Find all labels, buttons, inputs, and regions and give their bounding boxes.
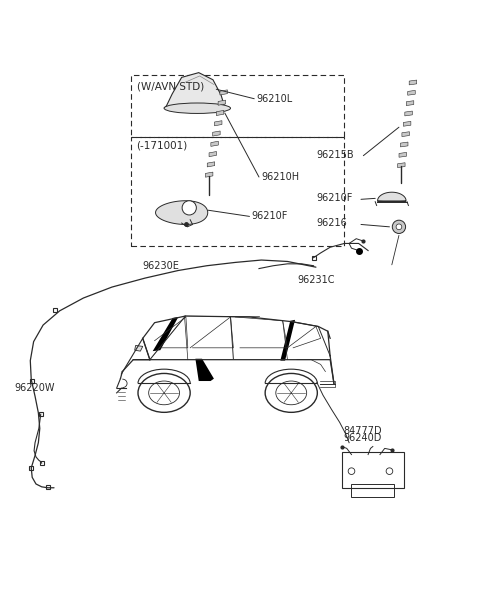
Polygon shape <box>153 317 179 351</box>
Polygon shape <box>378 192 406 201</box>
Bar <box>342 452 404 488</box>
Text: 96216: 96216 <box>316 218 347 228</box>
Text: (-171001): (-171001) <box>137 141 188 150</box>
Polygon shape <box>218 100 226 105</box>
Circle shape <box>182 201 196 215</box>
Circle shape <box>396 224 402 229</box>
Ellipse shape <box>164 103 230 113</box>
Polygon shape <box>213 131 220 136</box>
Text: 96231C: 96231C <box>297 275 335 285</box>
Polygon shape <box>408 91 415 95</box>
Text: 96220W: 96220W <box>14 383 55 393</box>
Text: 96210F: 96210F <box>252 212 288 221</box>
Text: 96210H: 96210H <box>261 172 300 182</box>
Polygon shape <box>402 132 409 136</box>
Bar <box>351 484 394 497</box>
Bar <box>131 75 344 136</box>
Polygon shape <box>215 121 222 126</box>
Text: 96210L: 96210L <box>257 94 293 104</box>
Polygon shape <box>409 80 417 85</box>
Text: (W/AVN STD): (W/AVN STD) <box>137 81 204 91</box>
Text: 84777D: 84777D <box>343 426 382 436</box>
Polygon shape <box>135 346 143 351</box>
Text: 96240D: 96240D <box>343 433 382 443</box>
Polygon shape <box>397 163 405 167</box>
Polygon shape <box>211 141 218 147</box>
Polygon shape <box>195 359 214 381</box>
Polygon shape <box>399 153 407 157</box>
Polygon shape <box>280 320 295 361</box>
Polygon shape <box>216 110 224 116</box>
Text: 96210F: 96210F <box>316 193 352 203</box>
Polygon shape <box>207 162 215 167</box>
Polygon shape <box>205 172 213 177</box>
Polygon shape <box>220 90 228 95</box>
Polygon shape <box>164 73 226 108</box>
Text: 96230E: 96230E <box>143 261 180 271</box>
Polygon shape <box>209 151 216 157</box>
Polygon shape <box>156 201 208 225</box>
Polygon shape <box>405 111 412 116</box>
Circle shape <box>392 220 406 234</box>
Text: 96215B: 96215B <box>316 150 354 160</box>
Polygon shape <box>400 142 408 147</box>
Bar <box>131 136 344 246</box>
Polygon shape <box>403 122 411 126</box>
Polygon shape <box>406 101 414 105</box>
